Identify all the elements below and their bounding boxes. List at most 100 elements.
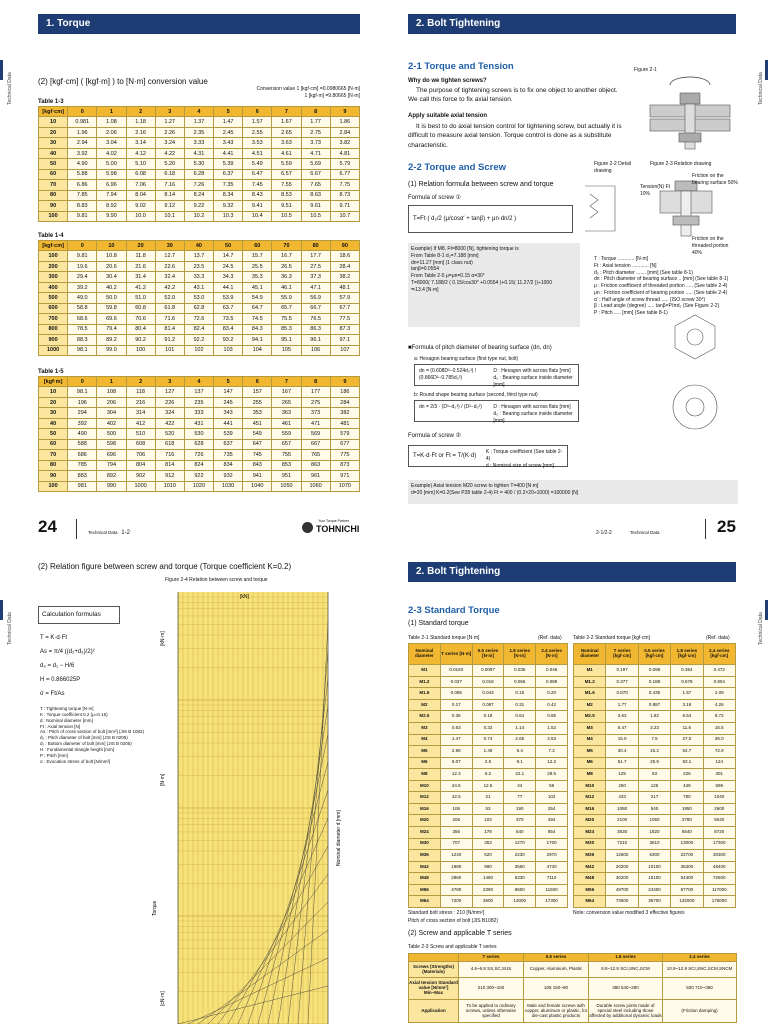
table-cell: 0.85 bbox=[535, 710, 568, 723]
case-label: a: Hexagon bearing surface (first type n… bbox=[414, 356, 519, 362]
header-cell: 60 bbox=[242, 239, 273, 252]
table-cell: 990 bbox=[96, 480, 127, 493]
table-cell: 22700 bbox=[670, 849, 704, 862]
table-cell: 7200 bbox=[439, 895, 473, 908]
table-cell: 1.49 bbox=[471, 745, 505, 758]
table-cell: 4.61 bbox=[271, 147, 302, 160]
table-cell: 2.65 bbox=[271, 126, 302, 139]
header-cell: 8 bbox=[300, 105, 331, 118]
table-cell: 2.94 bbox=[67, 137, 98, 149]
table-cell: 125 bbox=[637, 779, 672, 793]
table-row: 300 29.4 30.4 31.4 32.4 33.3 34.3 35.3 36.3 37.3 3… bbox=[37, 271, 361, 283]
formula-label: Formula of screw ② bbox=[408, 433, 462, 439]
table-cell: 36300 bbox=[670, 860, 704, 874]
table-cell: 61.8 bbox=[154, 302, 185, 315]
table-cell: 1050 bbox=[637, 814, 672, 828]
table-cell: 53.0 bbox=[183, 292, 215, 304]
table-cell: 9.81 bbox=[67, 210, 98, 223]
table-cell: 217 bbox=[637, 791, 672, 804]
table-cell: 5330 bbox=[503, 872, 537, 885]
example-line: From Table 2-5 μ=μn=0.15 α=30° bbox=[411, 273, 485, 279]
table-cell: 70.6 bbox=[125, 313, 156, 325]
table-cell: 36.3 bbox=[271, 271, 302, 283]
formula-text: dn = 2/3 · (D³−d₀³) / (D²−d₀²) bbox=[419, 404, 482, 410]
table-row: M4 15.0 7.5 27.0 36.0 bbox=[572, 733, 737, 747]
table-cell: 0.472 bbox=[702, 664, 737, 677]
table-cell: 7.94 bbox=[96, 189, 127, 202]
table-cell: 1050 bbox=[271, 480, 302, 493]
table-cell: 800 bbox=[37, 323, 69, 336]
formula-text: dn = (0.608D³−0.524d₀³) / (0.866D²−0.785… bbox=[419, 368, 477, 381]
table-cell: 63.7 bbox=[213, 302, 244, 315]
table-cell: 10100 bbox=[637, 860, 672, 874]
table-cell: 433 bbox=[605, 791, 639, 804]
table-cell: 17300 bbox=[702, 837, 737, 851]
thread-figure bbox=[585, 180, 713, 237]
formula-notes: D : Hexagon with across flats [mm] d₀ : B… bbox=[493, 404, 574, 424]
paragraph: The purpose of tightening screws is to f… bbox=[408, 87, 618, 104]
table-cell: 235 bbox=[183, 396, 215, 409]
hole bbox=[685, 397, 705, 417]
table-cell: 31.4 bbox=[125, 271, 156, 283]
table-cell: 5.88 bbox=[67, 168, 98, 181]
table-cell: 98.1 bbox=[67, 344, 98, 357]
table-cell: 125 bbox=[605, 768, 639, 781]
table-cell: 461 bbox=[271, 417, 302, 430]
table-row: M48 2960 1480 5330 7110 bbox=[408, 872, 568, 885]
data-table: T series 0.5 series 1.8 series 2.4 series Sc… bbox=[408, 952, 737, 1023]
table-cell: 1030 bbox=[213, 480, 244, 493]
table-row: 80 7.85 7.94 8.04 8.14 8.24 8.34 8.43 8.53 8.63 8.… bbox=[37, 189, 361, 202]
table-cell: 8.14 bbox=[154, 189, 185, 202]
legend-item: T : Torque ............ [N·m] bbox=[594, 256, 648, 262]
table-cell: 8.92 bbox=[96, 200, 127, 212]
table-cell: 58.8 bbox=[67, 302, 98, 315]
table-cell: 700 bbox=[37, 313, 69, 325]
table-cell: 69.6 bbox=[96, 313, 127, 325]
table-cell: 4.12 bbox=[125, 147, 156, 160]
table-cell: 2.09 bbox=[702, 687, 737, 700]
formula-label: Formula of screw ① bbox=[408, 195, 462, 201]
table-row: M6 51.7 25.9 93.1 124 bbox=[572, 756, 737, 770]
table-cell: 2.26 bbox=[154, 126, 185, 139]
table-cell: 500 bbox=[37, 292, 69, 304]
example-line: ≒13.4 [N·m] bbox=[411, 286, 439, 293]
table-cell: 94.1 bbox=[242, 334, 273, 346]
table-cell: 74.5 bbox=[242, 313, 273, 325]
table-cell: 755 bbox=[271, 449, 302, 461]
table-cell: 96.1 bbox=[300, 334, 331, 346]
axis-label: Torque bbox=[152, 900, 158, 916]
table-cell: 19.6 bbox=[67, 260, 98, 273]
table-cell: 1070 bbox=[329, 480, 361, 493]
table-cell: 333 bbox=[183, 407, 215, 419]
table-cell: 12.7 bbox=[154, 250, 185, 262]
table-cell: 892 bbox=[96, 470, 127, 482]
header-cell: 1.8 series bbox=[588, 952, 663, 963]
table-cell: 102 bbox=[535, 791, 568, 804]
table-cell: 25.9 bbox=[637, 756, 672, 770]
table-cell: 275 bbox=[300, 396, 331, 409]
table-cell: 59 bbox=[535, 779, 568, 793]
table-cell: 765 bbox=[300, 449, 331, 461]
table-row: M1 0.197 0.098 0.354 0.472 bbox=[572, 664, 737, 677]
table-cell: 8.8~12.9 SCr,SNC,SCM bbox=[588, 961, 663, 978]
table-cell: 1.37 bbox=[183, 116, 215, 128]
table-cell: 8.34 bbox=[213, 189, 244, 202]
header-cell: 6 bbox=[242, 375, 273, 388]
table-row: M2 1.77 0.887 3.19 4.26 bbox=[572, 698, 737, 712]
table-cell: 24.5 bbox=[439, 779, 473, 793]
table-cell: 10.4 bbox=[242, 210, 273, 223]
table-cell: 20 bbox=[37, 396, 69, 409]
table-cell: 6.2 bbox=[471, 768, 505, 781]
table-cell: 2970 bbox=[535, 849, 568, 862]
table-cell: 1.47 bbox=[213, 116, 244, 128]
side-label: Technical Data bbox=[758, 72, 764, 105]
table-row: M48 30200 15100 54400 72500 bbox=[572, 872, 737, 885]
table-cell: 21 bbox=[471, 791, 505, 804]
table-cell: 6.67 bbox=[300, 168, 331, 181]
table-cell: 2600 bbox=[702, 802, 737, 816]
table-cell: 99.0 bbox=[96, 344, 127, 357]
legend-item: d : Nominal diameter [mm] bbox=[40, 717, 93, 723]
table-row: M36 12600 6300 22700 30300 bbox=[572, 849, 737, 862]
table-row: 900 88.3 89.2 90.2 91.2 92.2 93.2 94.1 95.1 96.1 9… bbox=[37, 334, 361, 346]
table-cell: M6 bbox=[408, 756, 441, 770]
